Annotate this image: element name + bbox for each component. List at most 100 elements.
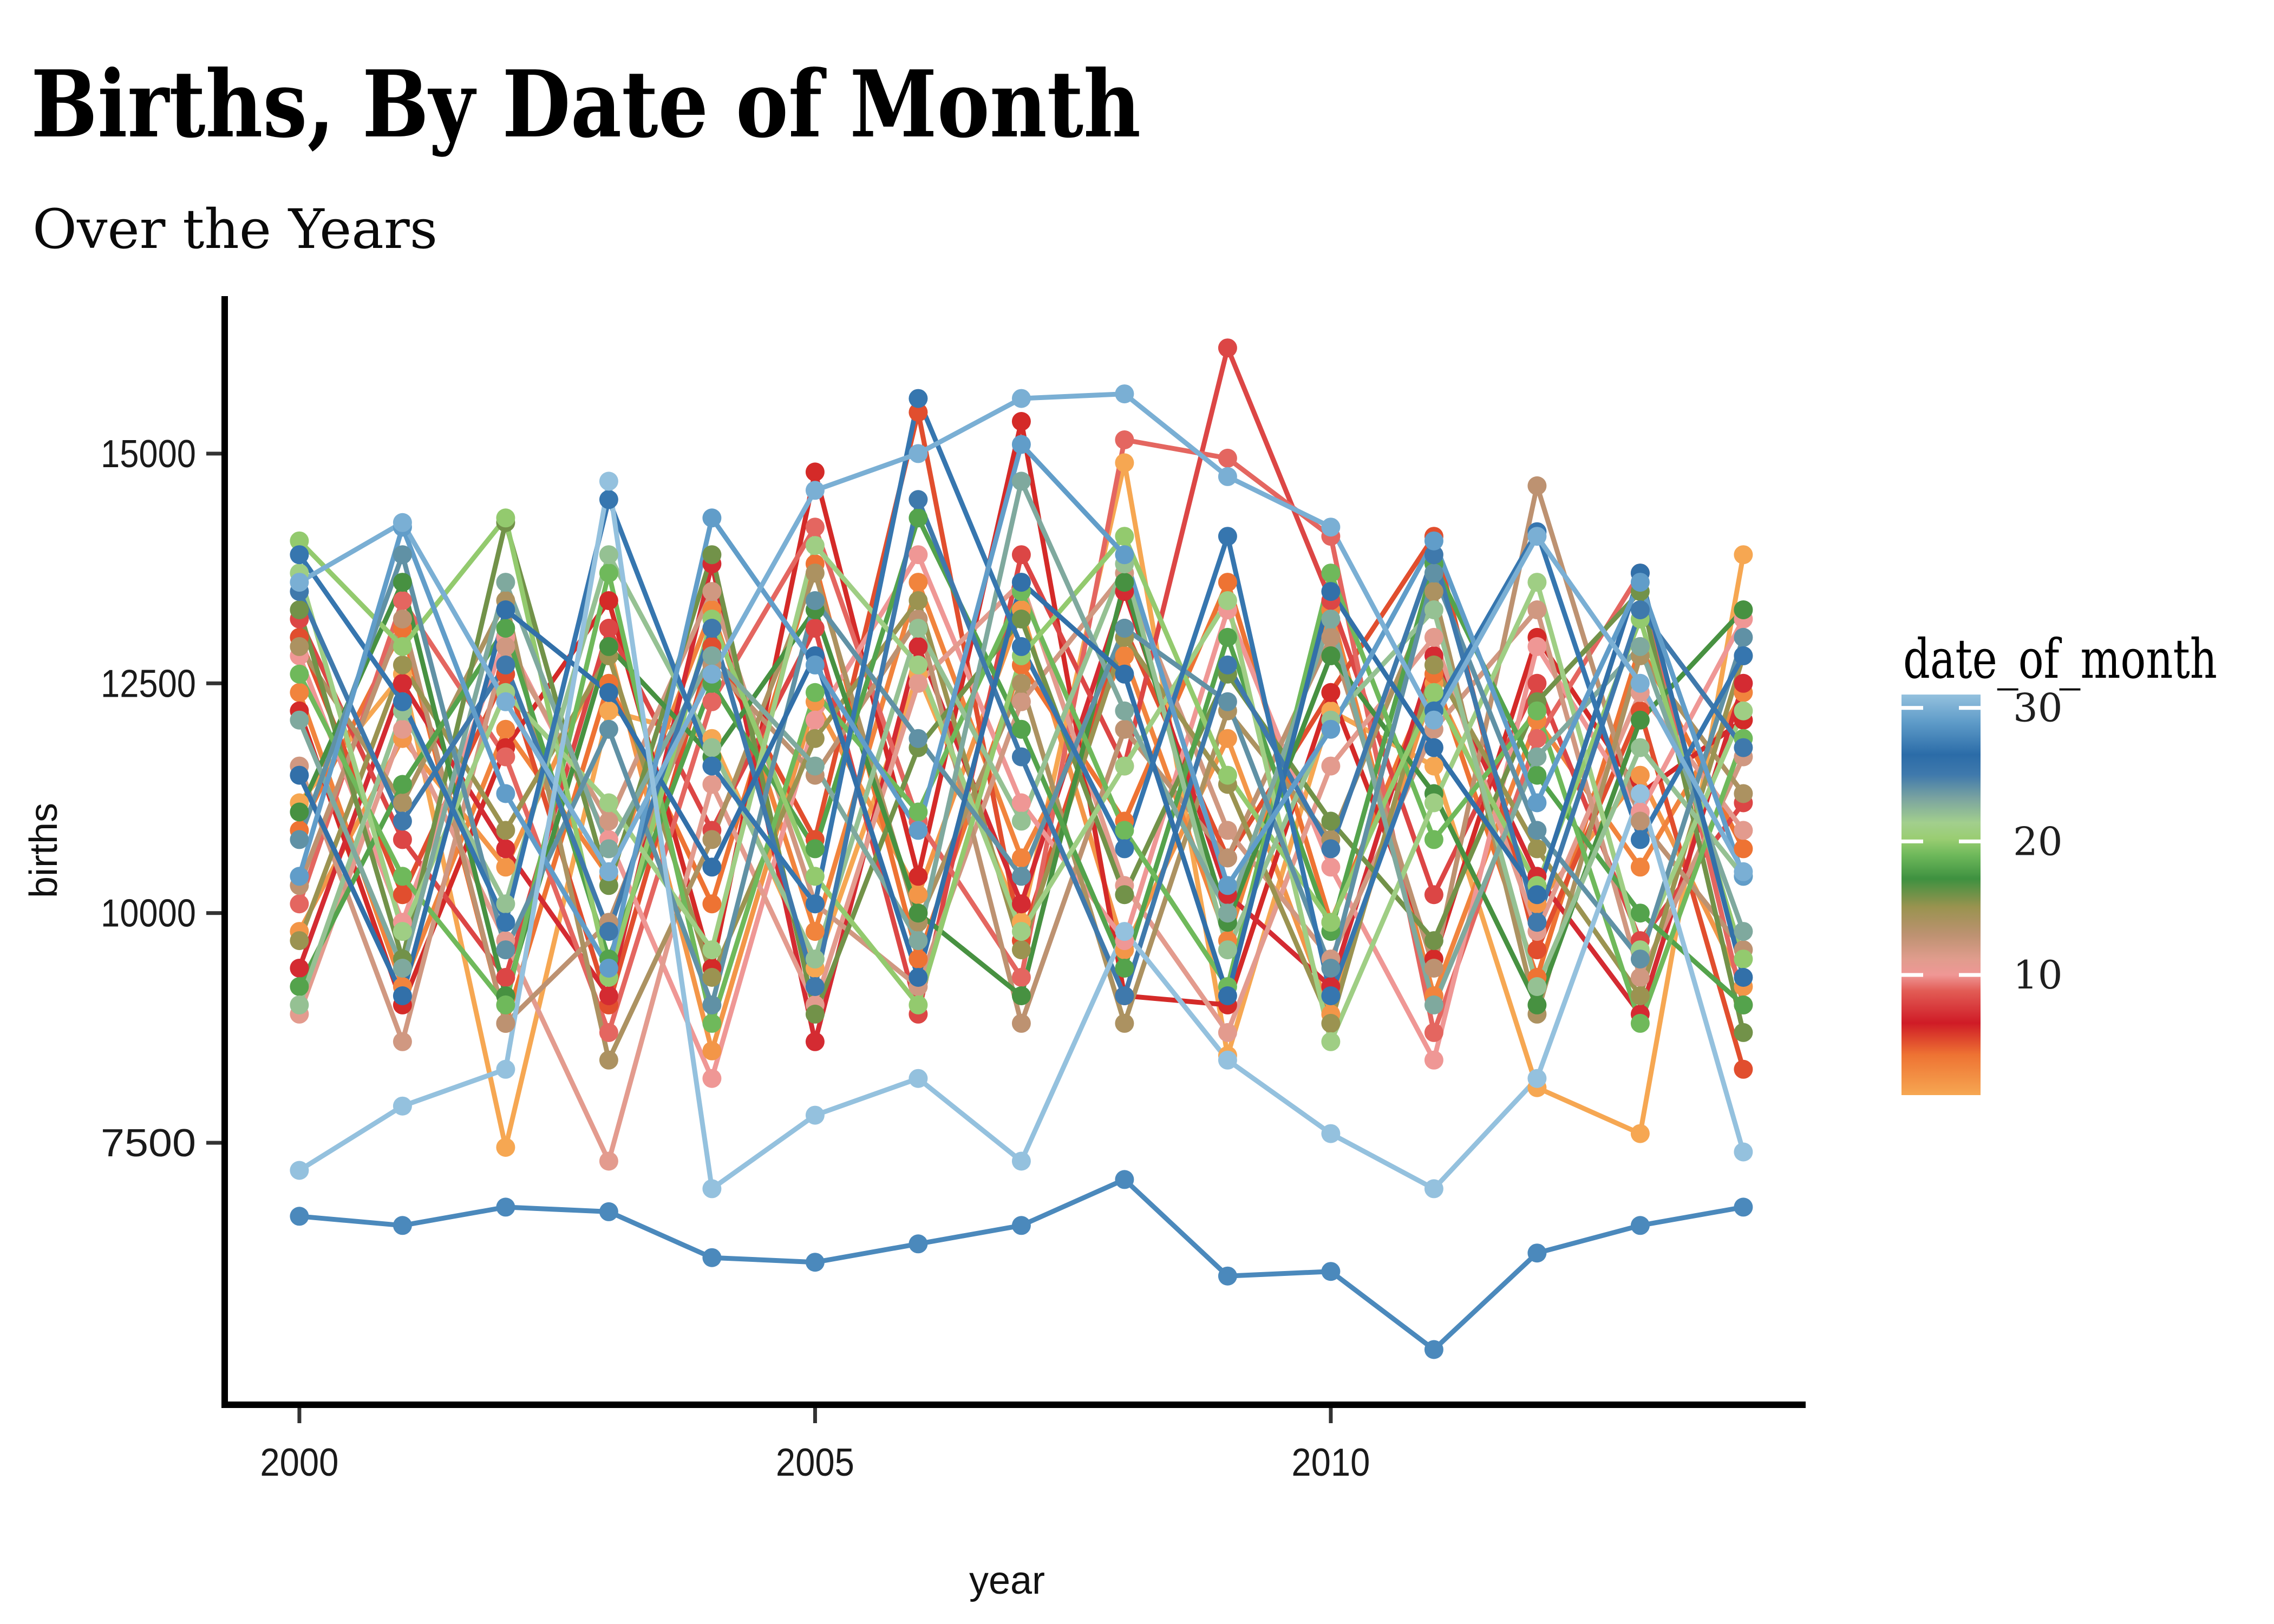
legend-tick-mark [1959,839,1981,843]
data-point [1011,1216,1031,1235]
data-point [1218,940,1237,960]
data-point [805,655,825,675]
data-point [1321,959,1341,978]
data-point [805,1105,825,1125]
data-point [1630,986,1650,1005]
data-point [909,1234,928,1254]
data-point [290,931,309,951]
data-point [1630,903,1650,923]
data-point [702,830,722,849]
x-tick-mark [1329,1408,1333,1423]
data-point [1218,627,1237,647]
data-point [1424,931,1443,951]
data-point [393,959,412,978]
data-point [1527,729,1547,748]
data-point [1218,655,1237,675]
data-point [1115,756,1134,776]
data-point [702,857,722,877]
data-point [1734,968,1753,987]
data-point [1011,719,1031,739]
data-point [599,1023,618,1042]
data-point [1630,1216,1650,1235]
data-point [1424,756,1443,776]
data-point [1734,627,1753,647]
data-point [1321,811,1341,831]
data-point [1734,646,1753,665]
data-point [909,867,928,886]
data-point [1011,610,1031,628]
data-point [909,968,928,987]
data-point [1630,710,1650,730]
y-tick-label: 12500 [101,662,196,705]
data-point [290,867,309,886]
data-point [1011,673,1031,693]
y-axis-line [221,296,228,1408]
data-point [1734,821,1753,840]
data-point [1527,885,1547,905]
data-point [702,1179,722,1199]
data-point [599,564,618,583]
data-point [1424,655,1443,675]
data-point [1734,839,1753,859]
data-point [1527,701,1547,721]
data-point [599,683,618,702]
data-point [496,573,515,592]
data-point [1630,637,1650,656]
series-line-date-28 [297,1177,1746,1352]
data-point [393,830,412,849]
data-point [1218,591,1237,610]
data-point [1115,664,1134,684]
data-point [805,867,825,886]
data-point [393,573,412,592]
data-point [393,545,412,565]
data-point [702,646,722,665]
data-point [805,683,825,702]
data-point [1424,564,1443,583]
data-point [599,545,618,565]
data-point [1115,959,1134,978]
x-tick-mark [813,1408,817,1423]
data-point [1424,1340,1443,1359]
data-point [1321,1032,1341,1051]
legend-tick-mark [1959,706,1981,710]
data-point [599,839,618,859]
data-point [1218,573,1237,592]
data-point [496,637,515,656]
data-point [909,444,928,463]
data-point [1115,619,1134,638]
data-point [805,462,825,482]
data-point [290,765,309,785]
data-point [496,913,515,932]
data-point [599,1050,618,1070]
data-point [1218,338,1237,358]
y-tick-label: 7500 [101,1122,196,1165]
data-point [599,811,618,831]
data-point [702,940,722,960]
data-point [1115,821,1134,840]
data-point [1630,673,1650,693]
data-point [1321,646,1341,665]
legend-tick-mark [1901,839,1923,843]
data-point [909,508,928,528]
data-point [702,1248,722,1267]
data-point [1527,527,1547,546]
data-point [496,968,515,987]
data-point [1011,811,1031,831]
data-point [1734,922,1753,941]
data-point [393,867,412,886]
data-point [290,664,309,684]
data-point [702,995,722,1014]
data-point [1424,600,1443,619]
data-point [393,885,412,905]
data-point [1218,986,1237,1005]
data-point [496,508,515,528]
data-point [805,619,825,638]
data-point [1321,857,1341,877]
data-point [1424,545,1443,565]
data-point [1321,518,1341,537]
data-point [599,1151,618,1171]
data-point [496,1059,515,1079]
data-point [1734,701,1753,721]
data-point [702,756,722,776]
